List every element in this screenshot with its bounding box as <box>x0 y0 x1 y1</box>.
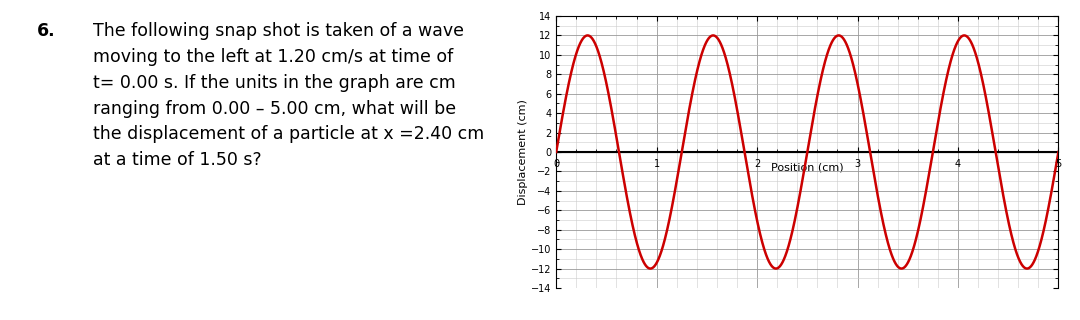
Text: 2: 2 <box>754 159 760 169</box>
Text: 5: 5 <box>1055 159 1062 169</box>
Text: 3: 3 <box>854 159 861 169</box>
Text: The following snap shot is taken of a wave
moving to the left at 1.20 cm/s at ti: The following snap shot is taken of a wa… <box>93 22 484 169</box>
Text: 0: 0 <box>553 159 559 169</box>
Y-axis label: Displacement (cm): Displacement (cm) <box>518 99 528 205</box>
Text: 6.: 6. <box>37 22 56 40</box>
Text: 1: 1 <box>653 159 660 169</box>
Text: 4: 4 <box>955 159 961 169</box>
X-axis label: Position (cm): Position (cm) <box>771 162 843 172</box>
